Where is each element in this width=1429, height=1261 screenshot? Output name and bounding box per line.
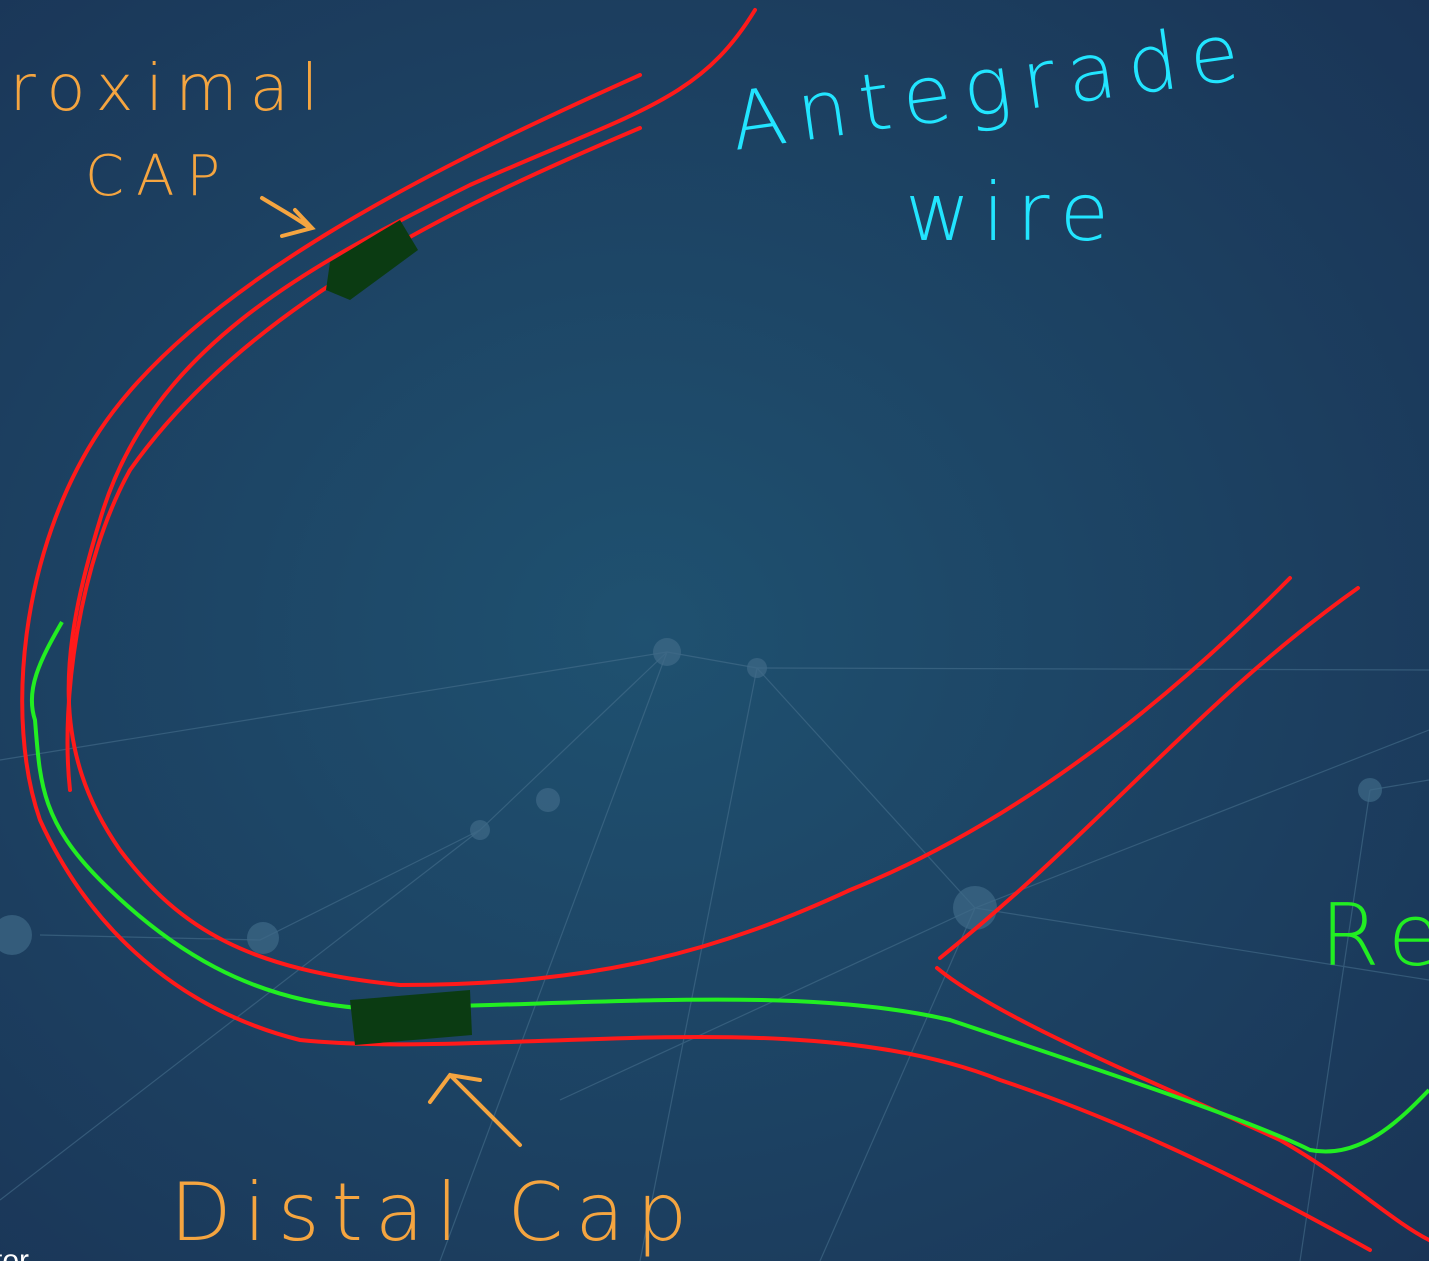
- label-wire: wire: [905, 166, 1121, 259]
- label-distal-cap: Distal Cap: [170, 1166, 699, 1259]
- vessel: [20, 8, 1429, 1252]
- retrograde-wire: [29, 620, 1429, 1154]
- label-cap: CAP: [85, 144, 232, 209]
- footer-text: tor: [0, 1244, 29, 1261]
- network-nodes: [0, 638, 1382, 955]
- occlusion-caps: [326, 220, 472, 1045]
- label-proximal: Proximal: [0, 52, 331, 126]
- label-retrograde: Re: [1320, 886, 1429, 986]
- arrows: [260, 196, 522, 1147]
